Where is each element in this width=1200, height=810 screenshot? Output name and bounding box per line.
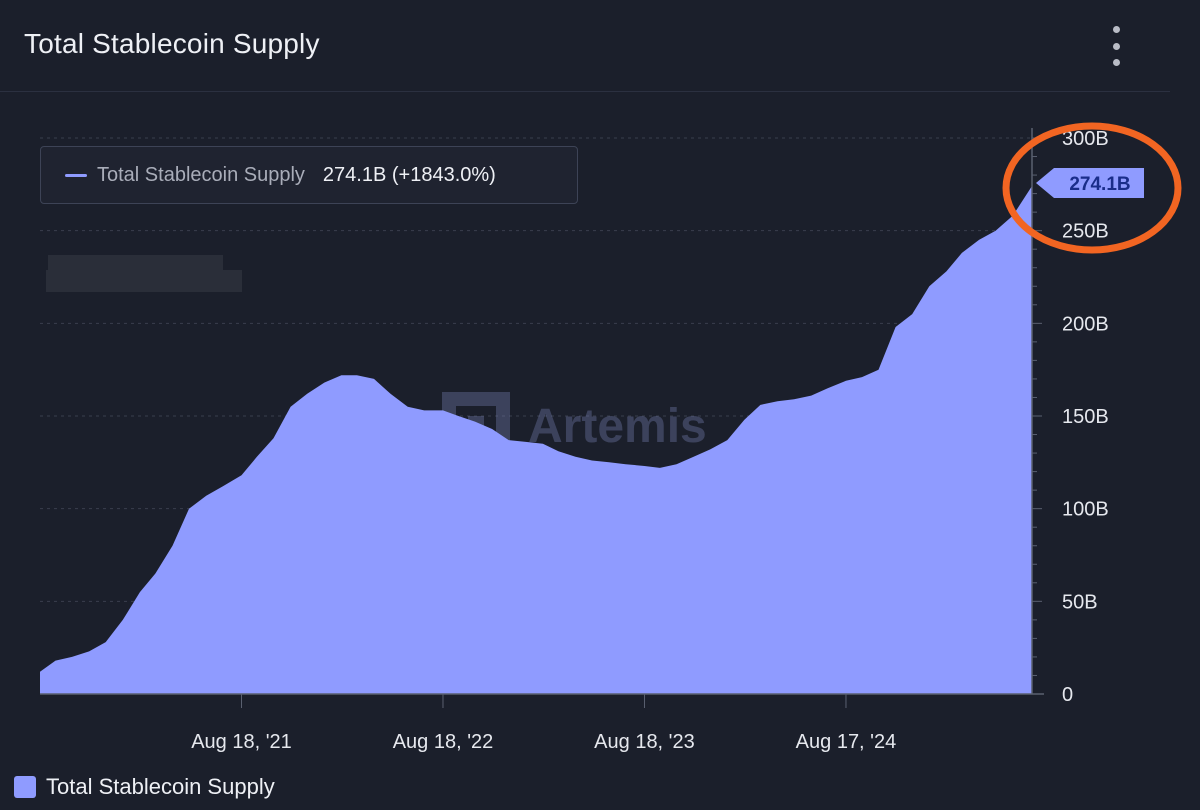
legend-swatch — [14, 776, 36, 798]
redacted-block — [48, 255, 223, 273]
legend-item[interactable]: Total Stablecoin Supply — [14, 774, 275, 800]
tooltip-value: 274.1B (+1843.0%) — [322, 163, 496, 186]
x-tick-label: Aug 18, '23 — [594, 731, 695, 753]
y-tick-label: 0 — [1062, 684, 1073, 706]
y-tick-label: 50B — [1062, 591, 1098, 613]
y-tick-label: 200B — [1062, 313, 1109, 335]
kebab-menu-icon[interactable] — [1104, 26, 1128, 66]
header-divider — [0, 91, 1170, 92]
legend-label: Total Stablecoin Supply — [46, 774, 275, 799]
tooltip-series-name: Total Stablecoin Supply — [97, 163, 305, 186]
highlight-circle — [1002, 122, 1182, 254]
end-value-text: 274.1B — [1069, 174, 1130, 195]
y-axis: 0 50B 100B 150B 200B 250B 300B — [1032, 128, 1109, 706]
supply-area — [40, 186, 1032, 694]
y-tick-label: 250B — [1062, 221, 1109, 243]
redacted-block — [46, 270, 242, 292]
tooltip-series-swatch — [65, 173, 87, 177]
x-tick-label: Aug 18, '21 — [191, 731, 292, 753]
end-value-flag — [1036, 168, 1144, 199]
y-tick-label: 150B — [1062, 406, 1109, 428]
end-value-label: 274.1B — [1036, 168, 1144, 199]
x-tick-label: Aug 17, '24 — [796, 731, 897, 753]
x-axis: Aug 18, '21 Aug 18, '22 Aug 18, '23 Aug 17,… — [191, 694, 896, 753]
page-title: Total Stablecoin Supply — [24, 28, 320, 59]
watermark-text: Artemis — [528, 400, 707, 453]
hover-tooltip: Total Stablecoin Supply 274.1B (+1843.0%… — [40, 146, 578, 204]
x-tick-label: Aug 18, '22 — [393, 731, 494, 753]
y-tick-label: 300B — [1062, 128, 1109, 150]
y-tick-label: 100B — [1062, 499, 1109, 521]
